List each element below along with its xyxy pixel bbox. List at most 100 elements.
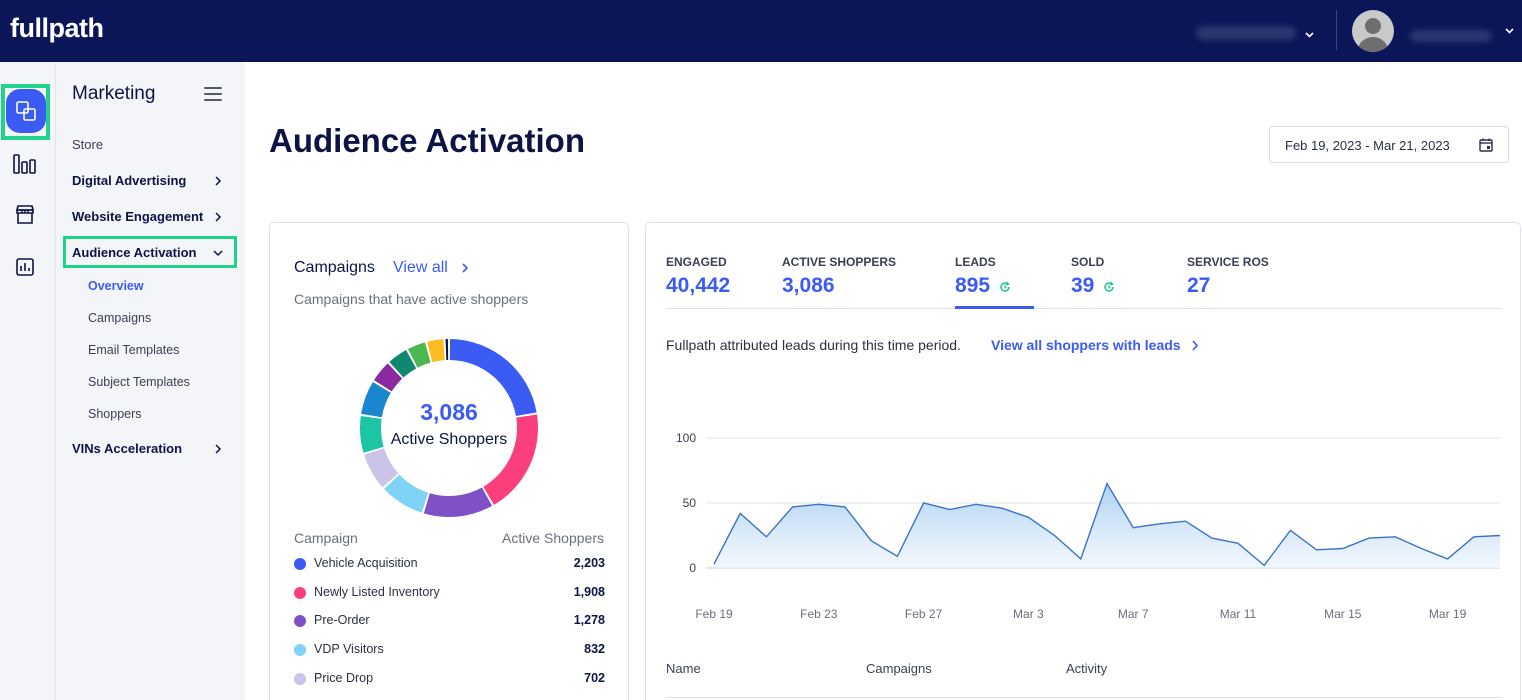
- data-point[interactable]: [790, 504, 795, 509]
- data-point[interactable]: [738, 511, 743, 516]
- sidebar-subitem-overview[interactable]: Overview: [88, 279, 144, 293]
- data-point[interactable]: [1052, 533, 1057, 538]
- data-point[interactable]: [764, 534, 769, 539]
- page-title: Audience Activation: [269, 122, 585, 159]
- sidebar-item-audience-activation[interactable]: Audience Activation: [72, 245, 197, 260]
- metric-label: SOLD: [1071, 255, 1105, 269]
- sidebar-subitem-shoppers[interactable]: Shoppers: [88, 407, 142, 421]
- bar-chart-icon[interactable]: [12, 151, 38, 177]
- legend-row[interactable]: Newly Listed Inventory 1,908: [294, 584, 605, 602]
- data-point[interactable]: [1236, 541, 1241, 546]
- data-point[interactable]: [1183, 519, 1188, 524]
- donut-slice[interactable]: [384, 474, 429, 513]
- legend-header-active-shoppers: Active Shoppers: [502, 530, 604, 546]
- data-point[interactable]: [1131, 525, 1136, 530]
- legend-header-campaign: Campaign: [294, 530, 358, 546]
- series-area: [714, 483, 1500, 568]
- tab-service-ros[interactable]: SERVICE ROS 27: [1187, 255, 1269, 298]
- rail-item-marketing[interactable]: [6, 89, 46, 133]
- tab-active-shoppers[interactable]: ACTIVE SHOPPERS 3,086: [782, 255, 896, 298]
- donut-slice[interactable]: [445, 339, 449, 361]
- report-icon[interactable]: [12, 254, 38, 280]
- sidebar-subitem-campaigns[interactable]: Campaigns: [88, 311, 152, 325]
- view-all-shoppers-link[interactable]: View all shoppers with leads: [991, 337, 1181, 353]
- avatar[interactable]: [1352, 10, 1394, 52]
- donut-slice[interactable]: [389, 350, 417, 378]
- data-point[interactable]: [1367, 536, 1372, 541]
- tab-engaged[interactable]: ENGAGED 40,442: [666, 255, 730, 298]
- donut-slice[interactable]: [423, 487, 493, 517]
- campaigns-view-all-link[interactable]: View all: [393, 259, 448, 276]
- chevron-right-icon: [215, 212, 222, 222]
- account-selector[interactable]: [1196, 22, 1316, 44]
- table-header-name[interactable]: Name: [666, 661, 701, 676]
- active-tab-indicator: [955, 306, 1034, 309]
- campaigns-card: Campaigns View all Campaigns that have a…: [269, 222, 629, 700]
- data-point[interactable]: [1393, 534, 1398, 539]
- rail-highlight-frame: [1, 84, 50, 140]
- side-nav: Marketing Store Digital Advertising Webs…: [56, 62, 245, 700]
- sidebar-item-vins-acceleration[interactable]: VINs Acceleration: [72, 441, 183, 456]
- donut-slice[interactable]: [373, 363, 403, 392]
- data-point[interactable]: [1471, 534, 1476, 539]
- data-point[interactable]: [1078, 556, 1083, 561]
- topbar-divider: [1336, 10, 1337, 50]
- data-point[interactable]: [974, 502, 979, 507]
- donut-slice[interactable]: [407, 342, 431, 368]
- date-range-picker[interactable]: Feb 19, 2023 - Mar 21, 2023: [1269, 126, 1509, 163]
- legend-row[interactable]: Vehicle Acquisition 2,203: [294, 555, 605, 573]
- data-point[interactable]: [1288, 528, 1293, 533]
- data-point[interactable]: [1419, 546, 1424, 551]
- chevron-down-icon[interactable]: [1505, 28, 1514, 34]
- data-point[interactable]: [947, 507, 952, 512]
- sidebar-subitem-email-templates[interactable]: Email Templates: [88, 343, 180, 357]
- data-point[interactable]: [1314, 547, 1319, 552]
- sidebar-item-store[interactable]: Store: [72, 137, 104, 152]
- donut-slice[interactable]: [364, 448, 399, 488]
- data-point[interactable]: [1209, 536, 1214, 541]
- donut-slice[interactable]: [361, 381, 391, 418]
- fullpath-logo[interactable]: fullpath: [10, 13, 104, 43]
- data-point[interactable]: [869, 538, 874, 543]
- data-point[interactable]: [816, 502, 821, 507]
- x-tick-label: Mar 15: [1324, 607, 1362, 621]
- data-point[interactable]: [1026, 515, 1031, 520]
- legend-row[interactable]: Price Drop 702: [294, 670, 605, 688]
- metric-value: 27: [1187, 274, 1211, 297]
- data-point[interactable]: [1340, 546, 1345, 551]
- donut-slice[interactable]: [360, 415, 384, 453]
- table-header-activity[interactable]: Activity: [1066, 661, 1108, 676]
- data-point[interactable]: [1157, 521, 1162, 526]
- sidebar-subitem-subject-templates[interactable]: Subject Templates: [88, 375, 190, 389]
- data-point[interactable]: [1105, 481, 1110, 486]
- donut-slice[interactable]: [427, 339, 445, 363]
- donut-total-label: Active Shoppers: [390, 431, 508, 448]
- legend-row[interactable]: Pre-Order 1,278: [294, 612, 605, 630]
- metric-value: 39: [1071, 274, 1095, 297]
- audience-icon: [16, 101, 36, 121]
- y-tick-label: 100: [676, 431, 696, 445]
- sidebar-item-digital-advertising[interactable]: Digital Advertising: [72, 173, 187, 188]
- donut-slice[interactable]: [449, 339, 537, 417]
- campaigns-title: Campaigns: [294, 259, 375, 276]
- data-point[interactable]: [843, 504, 848, 509]
- data-point[interactable]: [895, 554, 900, 559]
- store-icon[interactable]: [12, 202, 38, 228]
- donut-slice[interactable]: [483, 414, 538, 505]
- sidebar-item-website-engagement[interactable]: Website Engagement: [72, 209, 204, 224]
- legend-dot: [294, 558, 306, 570]
- menu-icon[interactable]: [204, 87, 222, 101]
- tab-sold[interactable]: SOLD 39: [1071, 255, 1115, 298]
- table-header-campaigns[interactable]: Campaigns: [866, 661, 932, 676]
- data-point[interactable]: [1262, 563, 1267, 568]
- metric-value: 895: [955, 274, 991, 297]
- data-point[interactable]: [1445, 556, 1450, 561]
- legend-row[interactable]: VDP Visitors 832: [294, 641, 605, 659]
- data-point[interactable]: [1498, 533, 1503, 538]
- x-tick-label: Mar 19: [1429, 607, 1467, 621]
- metric-label: LEADS: [955, 255, 996, 269]
- tab-leads[interactable]: LEADS 895: [955, 255, 1011, 298]
- data-point[interactable]: [921, 501, 926, 506]
- data-point[interactable]: [712, 562, 717, 567]
- data-point[interactable]: [1000, 506, 1005, 511]
